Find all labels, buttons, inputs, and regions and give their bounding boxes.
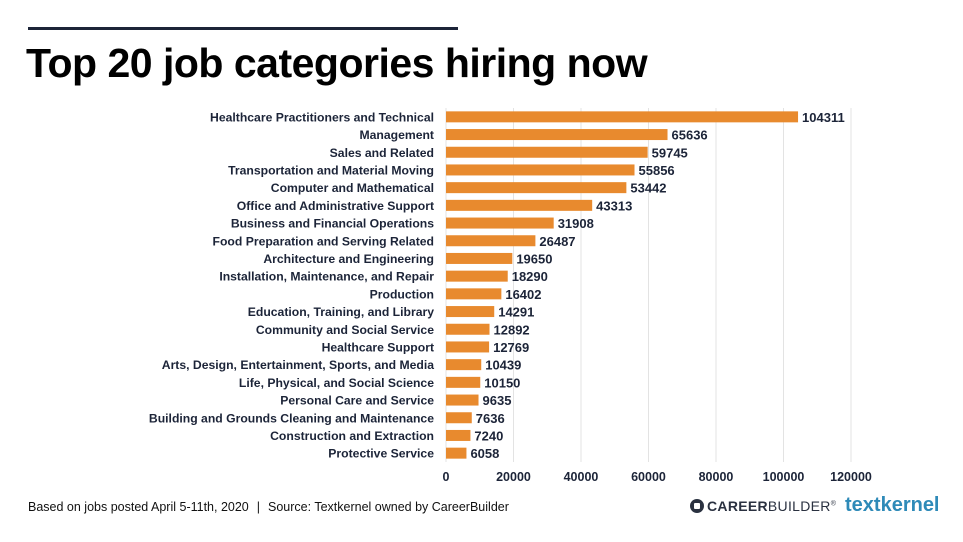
bar — [446, 217, 554, 229]
category-label: Life, Physical, and Social Science — [239, 376, 434, 390]
category-label: Food Preparation and Serving Related — [213, 234, 434, 248]
title-accent-line — [28, 27, 458, 30]
bar — [446, 306, 495, 318]
value-label: 16402 — [505, 287, 541, 302]
category-label: Office and Administrative Support — [237, 199, 434, 213]
bar — [446, 288, 502, 300]
value-label: 6058 — [470, 446, 499, 461]
bar — [446, 341, 490, 353]
bar — [446, 252, 513, 264]
category-label: Sales and Related — [330, 146, 434, 160]
x-tick-label: 0 — [443, 470, 450, 484]
category-label: Production — [370, 287, 434, 301]
bar — [446, 164, 635, 176]
category-label: Education, Training, and Library — [248, 305, 434, 319]
category-label: Healthcare Support — [322, 340, 434, 354]
footer-source: Source: Textkernel owned by CareerBuilde… — [268, 500, 509, 514]
x-axis-tick-labels: 0 20000 40000 60000 80000 100000 120000 — [443, 470, 872, 484]
bar — [446, 146, 648, 158]
bar — [446, 394, 479, 406]
category-label: Building and Grounds Cleaning and Mainte… — [149, 411, 434, 425]
registered-mark: ® — [830, 500, 836, 508]
textkernel-logo: textkernel — [845, 494, 940, 516]
value-label: 65636 — [672, 128, 708, 143]
value-label: 7240 — [474, 428, 503, 443]
value-label: 7636 — [476, 411, 505, 426]
value-label: 55856 — [639, 163, 675, 178]
value-label: 53442 — [630, 181, 666, 196]
value-label: 18290 — [512, 269, 548, 284]
value-label: 19650 — [516, 251, 552, 266]
footer-separator: | — [256, 500, 261, 514]
bar — [446, 376, 481, 388]
bar — [446, 129, 668, 141]
value-label: 9635 — [483, 393, 512, 408]
careerbuilder-mark-icon — [690, 499, 704, 513]
value-label: 31908 — [558, 216, 594, 231]
bar — [446, 270, 508, 282]
x-tick-label: 40000 — [564, 470, 599, 484]
value-label: 10150 — [484, 375, 520, 390]
grid-lines — [445, 108, 852, 462]
bar — [446, 429, 471, 441]
category-label: Protective Service — [328, 447, 434, 461]
x-tick-label: 120000 — [830, 470, 872, 484]
footer: Based on jobs posted April 5-11th, 2020 |… — [28, 500, 509, 514]
category-label: Business and Financial Operations — [231, 217, 434, 231]
value-label: 59745 — [652, 145, 688, 160]
category-label: Transportation and Material Moving — [228, 163, 434, 177]
category-label: Arts, Design, Entertainment, Sports, and… — [162, 358, 434, 372]
category-label: Installation, Maintenance, and Repair — [219, 270, 434, 284]
category-label: Community and Social Service — [256, 323, 434, 337]
careerbuilder-logo-light: BUILDER — [767, 498, 831, 514]
bar — [446, 111, 799, 123]
category-label: Architecture and Engineering — [263, 252, 434, 266]
value-label: 43313 — [596, 198, 632, 213]
value-label: 10439 — [485, 358, 521, 373]
value-label: 14291 — [498, 305, 534, 320]
bar — [446, 447, 467, 459]
bar — [446, 199, 593, 211]
bar — [446, 323, 490, 335]
category-label: Personal Care and Service — [280, 394, 434, 408]
value-label: 12769 — [493, 340, 529, 355]
value-label: 104311 — [802, 110, 845, 125]
value-label: 12892 — [494, 322, 530, 337]
x-tick-label: 100000 — [763, 470, 805, 484]
x-tick-label: 20000 — [496, 470, 531, 484]
value-label: 26487 — [539, 234, 575, 249]
bar — [446, 412, 472, 424]
bar — [446, 182, 627, 194]
category-label: Healthcare Practitioners and Technical — [210, 110, 434, 124]
x-tick-label: 60000 — [631, 470, 666, 484]
page-title: Top 20 job categories hiring now — [26, 40, 648, 86]
x-tick-label: 80000 — [699, 470, 734, 484]
footer-note: Based on jobs posted April 5-11th, 2020 — [28, 500, 249, 514]
careerbuilder-logo-bold: CAREER — [707, 498, 768, 514]
category-labels: Healthcare Practitioners and Technical Ma… — [149, 110, 434, 460]
bar — [446, 235, 536, 247]
bars — [446, 111, 799, 459]
careerbuilder-logo: CAREERBUILDER® — [690, 498, 836, 514]
bar — [446, 359, 482, 371]
category-label: Computer and Mathematical — [271, 181, 434, 195]
category-label: Construction and Extraction — [270, 429, 434, 443]
category-label: Management — [360, 128, 435, 142]
